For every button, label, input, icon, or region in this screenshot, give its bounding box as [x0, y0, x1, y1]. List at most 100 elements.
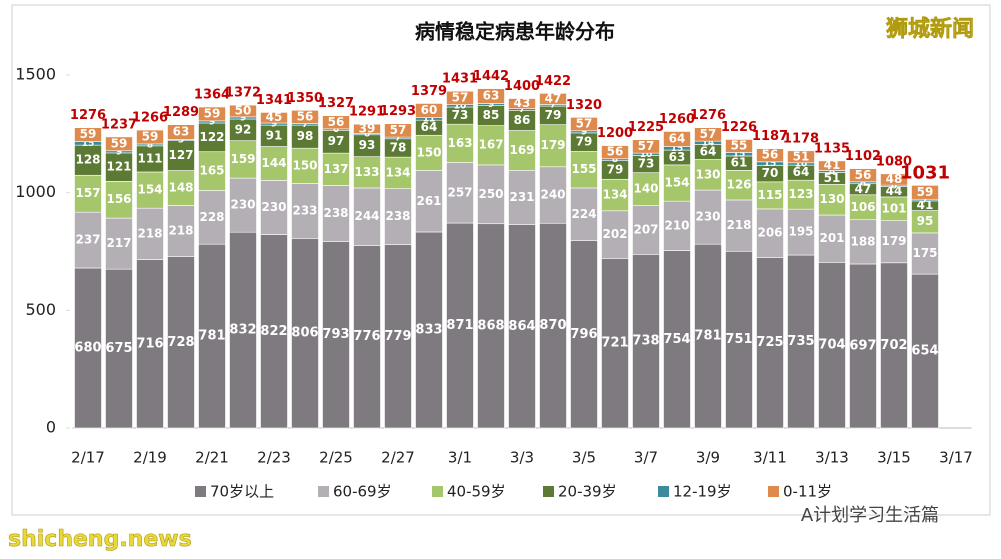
- total-label: 1341: [256, 93, 292, 108]
- value-label: 91: [266, 128, 283, 142]
- bar-segment: [74, 127, 102, 142]
- value-label: 64: [700, 144, 717, 158]
- value-label: 150: [292, 158, 317, 172]
- legend-label: 70岁以上: [210, 483, 274, 501]
- value-label: 237: [75, 233, 100, 247]
- value-label: 78: [390, 140, 407, 154]
- value-label: 230: [261, 200, 286, 214]
- value-label: 868: [477, 318, 504, 333]
- value-label: 64: [421, 120, 438, 134]
- legend-swatch: [658, 486, 669, 497]
- value-label: 137: [323, 162, 348, 176]
- value-label: 776: [353, 329, 380, 344]
- bar-segment: [229, 104, 257, 118]
- value-label: 56: [607, 145, 624, 159]
- value-label: 63: [483, 89, 500, 103]
- bar-segment: [911, 232, 939, 275]
- value-label: 122: [199, 130, 224, 144]
- x-tick-label: 3/9: [696, 449, 720, 467]
- bar-segment: [725, 250, 753, 429]
- x-tick-label: 3/1: [448, 449, 472, 467]
- value-label: 126: [726, 178, 751, 192]
- bar-segment: [911, 185, 939, 200]
- value-label: 59: [204, 106, 221, 120]
- bar-segment: [818, 214, 846, 263]
- bar-segment: [725, 199, 753, 252]
- value-label: 41: [917, 198, 934, 212]
- value-label: 130: [695, 167, 720, 181]
- bar-segment: [818, 160, 846, 171]
- value-label: 9: [271, 120, 277, 130]
- value-label: 9: [116, 147, 122, 157]
- total-label: 1293: [380, 104, 416, 119]
- bar-segment: [291, 183, 319, 239]
- value-label: 43: [514, 96, 531, 110]
- x-tick-label: 2/25: [319, 449, 353, 467]
- bar-segment: [105, 136, 133, 152]
- bar-segment: [136, 145, 164, 173]
- total-label: 1200: [597, 126, 633, 141]
- value-label: 57: [576, 117, 593, 131]
- value-label: 779: [384, 329, 411, 344]
- value-label: 79: [607, 162, 624, 176]
- y-tick-label: 1500: [15, 65, 56, 84]
- value-label: 238: [385, 209, 410, 223]
- value-label: 871: [446, 318, 473, 333]
- total-label: 1276: [690, 108, 726, 123]
- value-label: 8: [829, 167, 835, 177]
- watermark: A计划学习生活篇: [801, 505, 939, 526]
- x-tick-label: 2/19: [133, 449, 167, 467]
- total-label: 1400: [504, 79, 540, 94]
- bar-segment: [570, 117, 598, 132]
- bar-segment: [632, 139, 660, 154]
- bar-segment: [508, 170, 536, 225]
- bar-segment: [632, 172, 660, 206]
- legend-label: 60-69岁: [333, 483, 392, 501]
- value-label: 175: [912, 246, 937, 260]
- x-tick-label: 3/17: [939, 449, 973, 467]
- x-tick-label: 3/11: [753, 449, 787, 467]
- value-label: 140: [633, 182, 658, 196]
- value-label: 793: [322, 327, 349, 342]
- value-label: 55: [731, 138, 748, 152]
- value-label: 224: [571, 207, 596, 221]
- value-label: 218: [726, 218, 751, 232]
- bar-segment: [415, 103, 443, 118]
- value-label: 56: [762, 148, 779, 162]
- value-label: 123: [788, 187, 813, 201]
- bar-segment: [322, 152, 350, 186]
- value-label: 93: [359, 138, 376, 152]
- value-label: 206: [757, 226, 782, 240]
- bar-segment: [725, 139, 753, 153]
- value-label: 240: [540, 188, 565, 202]
- value-label: 781: [198, 329, 225, 344]
- value-label: 233: [292, 203, 317, 217]
- bar-segment: [787, 208, 815, 256]
- value-label: 9: [581, 127, 587, 137]
- bar-segment: [849, 168, 877, 183]
- total-label: 1031: [900, 162, 950, 183]
- value-label: 238: [323, 206, 348, 220]
- total-label: 1237: [101, 117, 137, 132]
- value-label: 134: [385, 165, 410, 179]
- total-label: 1372: [225, 86, 261, 101]
- bar-segment: [384, 123, 412, 138]
- total-label: 1080: [876, 154, 912, 169]
- bar-segment: [601, 178, 629, 212]
- value-label: 167: [478, 138, 503, 152]
- value-label: 202: [602, 227, 627, 241]
- value-label: 751: [725, 332, 752, 347]
- value-label: 7: [395, 133, 401, 143]
- bar-segment: [756, 208, 784, 258]
- total-label: 1178: [783, 131, 819, 146]
- bar-segment: [198, 190, 226, 245]
- value-label: 9: [209, 117, 215, 127]
- bar-segment: [508, 224, 536, 429]
- total-label: 1135: [814, 141, 850, 156]
- bar-segment: [880, 262, 908, 429]
- bar-segment: [198, 243, 226, 429]
- value-label: 60: [421, 103, 438, 117]
- bar-segment: [198, 106, 226, 122]
- value-label: 680: [74, 340, 101, 355]
